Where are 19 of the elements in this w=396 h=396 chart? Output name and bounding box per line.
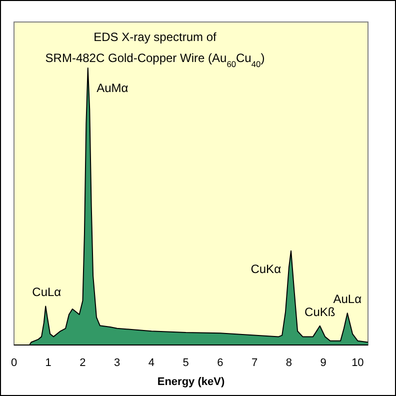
annotation: AuMα (96, 81, 128, 95)
annotation: CuLα (32, 285, 62, 300)
x-tick-label: 3 (114, 357, 120, 369)
chart-title: EDS X-ray spectrum of (94, 30, 218, 44)
x-tick-label: 7 (252, 357, 258, 369)
annotation: AuLα (333, 292, 362, 306)
x-tick-label: 9 (320, 357, 326, 369)
x-tick-label: 5 (182, 357, 189, 369)
x-tick-label: 10 (352, 357, 364, 369)
x-tick-label: 8 (286, 357, 292, 369)
x-axis-title: Energy (keV) (157, 376, 225, 388)
x-tick-label: 6 (217, 357, 224, 369)
annotation: CuKß (304, 304, 336, 319)
chart-subtitle: SRM-482C Gold-Copper Wire (Au$_{60}$Cu$_{40}$) (45, 51, 265, 69)
x-tick-label: 4 (148, 357, 155, 369)
x-tick-label: 2 (80, 357, 86, 369)
x-tick-label: 0 (10, 357, 18, 369)
x-tick-label: 1 (45, 357, 52, 369)
annotation: CuKα (250, 262, 282, 276)
